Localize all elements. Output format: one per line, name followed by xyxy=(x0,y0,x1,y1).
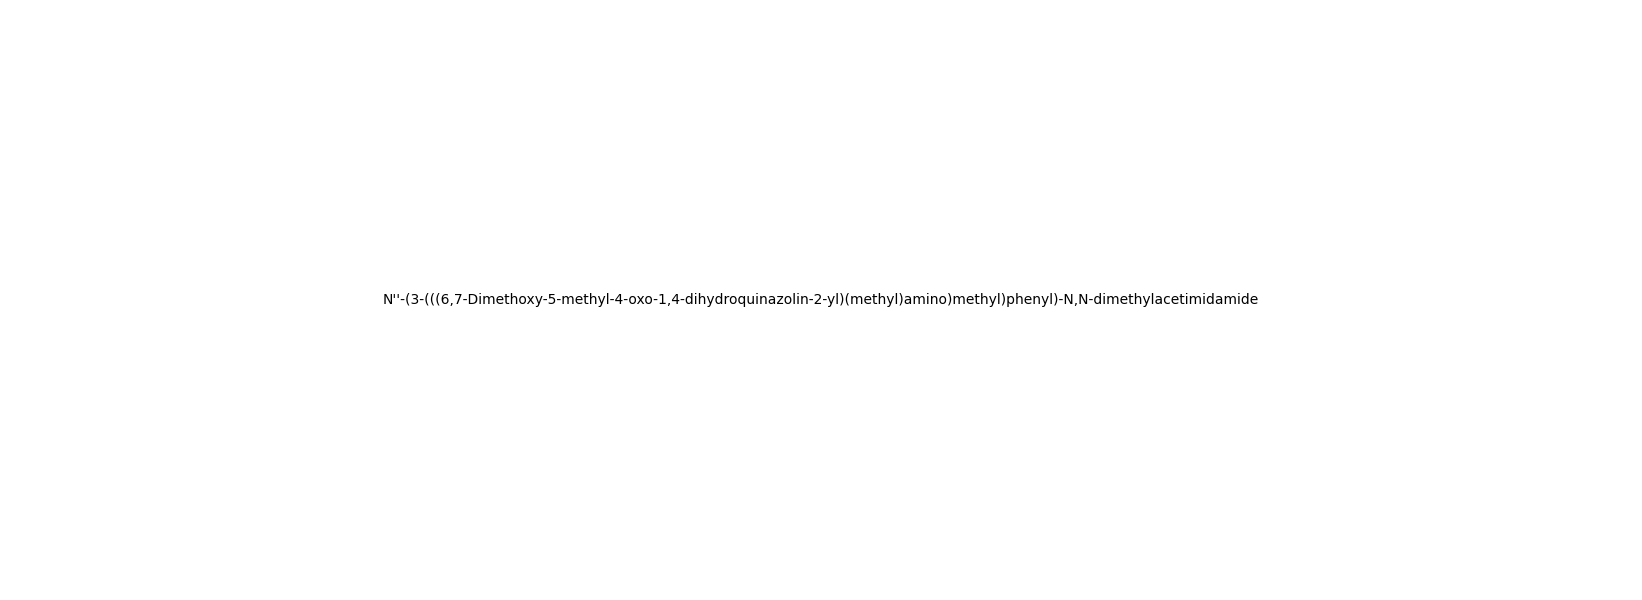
Text: N''-(3-(((6,7-Dimethoxy-5-methyl-4-oxo-1,4-dihydroquinazolin-2-yl)(methyl)amino): N''-(3-(((6,7-Dimethoxy-5-methyl-4-oxo-1… xyxy=(383,293,1259,307)
